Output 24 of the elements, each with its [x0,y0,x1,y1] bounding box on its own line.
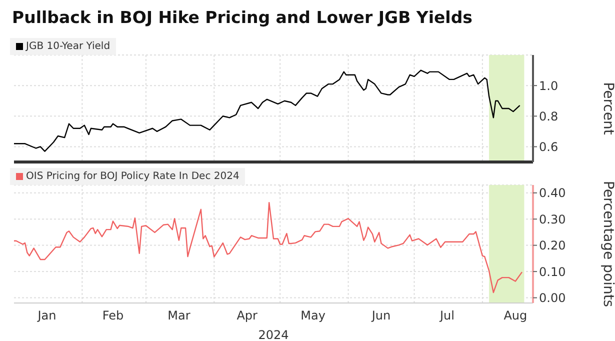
y-axis-title: Percent [600,82,615,136]
y-axis-title: Percentage points [600,180,615,308]
y-tick-label: 0.8 [539,109,558,124]
line-series [14,70,520,152]
legend-label: OIS Pricing for BOJ Policy Rate In Dec 2024 [25,171,240,182]
y-tick-label: 1.0 [539,78,558,93]
x-tick-label: Mar [168,308,190,323]
x-tick-label: Apr [236,308,258,323]
legend-label: JGB 10-Year Yield [24,41,110,52]
y-tick-label: 0.20 [539,238,566,253]
x-tick-label: Jul [438,308,454,323]
line-series [14,202,523,294]
y-tick-label: 0.6 [539,140,558,154]
y-tick-label: 0.40 [539,186,566,200]
x-tick-label: May [300,308,326,323]
x-tick-label: Jan [36,308,56,323]
chart-title: Pullback in BOJ Hike Pricing and Lower JGB Yields [11,7,474,29]
x-tick-label: Feb [102,308,124,323]
y-tick-label: 0.10 [539,264,566,279]
x-tick-label: Jun [370,308,391,323]
y-tick-label: 0.00 [539,291,566,306]
y-tick-label: 0.30 [539,212,566,226]
x-tick-label: Aug [504,308,528,323]
x-axis-title: 2024 [258,328,289,341]
